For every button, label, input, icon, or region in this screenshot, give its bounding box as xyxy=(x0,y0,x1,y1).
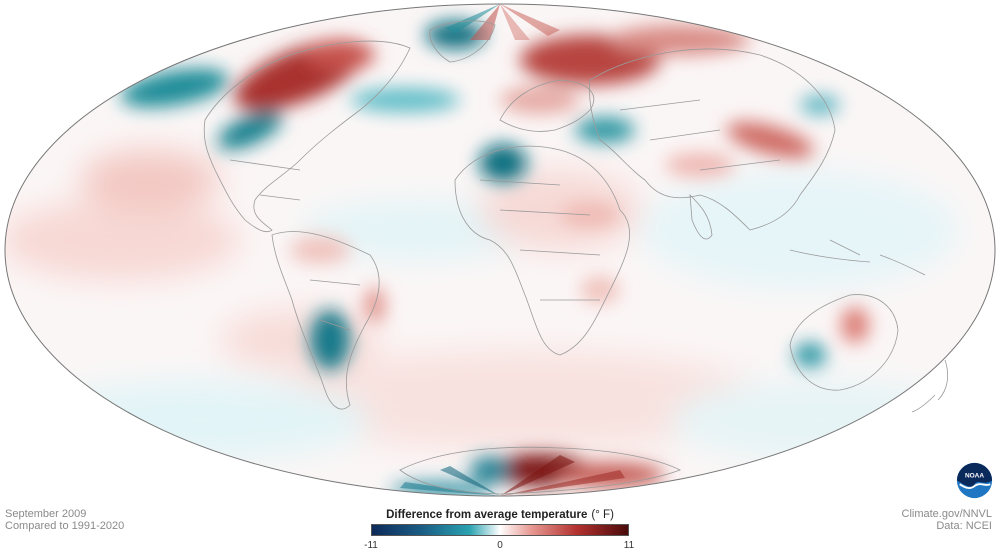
country-borders xyxy=(229,99,781,331)
indonesia-outline xyxy=(789,239,926,276)
antarctica-outline xyxy=(399,446,682,495)
legend-mid-label: 0 xyxy=(497,540,503,551)
greenland-outline xyxy=(429,20,496,63)
noaa-logo-icon: NOAA xyxy=(956,462,993,499)
credit-caption: Climate.gov/NNVL Data: NCEI xyxy=(902,508,992,532)
legend-title-text: Difference from average temperature xyxy=(386,509,588,521)
data-source: Data: NCEI xyxy=(936,520,992,532)
globe-outline xyxy=(4,3,996,497)
north-america-outline xyxy=(203,40,411,233)
south-america-outline xyxy=(271,231,380,410)
legend-unit: (° F) xyxy=(591,509,614,521)
legend-title: Difference from average temperature (° F) xyxy=(340,509,660,521)
credit-source: Climate.gov/NNVL xyxy=(901,508,992,520)
australia-outline xyxy=(789,294,899,391)
continent-outlines xyxy=(203,20,949,495)
legend-max-label: 11 xyxy=(623,540,635,551)
africa-outline xyxy=(454,145,630,356)
legend-min-label: -11 xyxy=(364,540,378,551)
europe-outline xyxy=(499,79,595,132)
legend-color-bar xyxy=(371,524,629,536)
date-label: September 2009 xyxy=(5,508,87,520)
india-outline xyxy=(689,193,713,240)
date-caption: September 2009 Compared to 1991-2020 xyxy=(5,508,124,532)
new-zealand-outline xyxy=(911,359,949,413)
asia-outline xyxy=(589,48,836,231)
noaa-logo-text: NOAA xyxy=(965,473,984,480)
baseline-label: Compared to 1991-2020 xyxy=(5,520,125,532)
